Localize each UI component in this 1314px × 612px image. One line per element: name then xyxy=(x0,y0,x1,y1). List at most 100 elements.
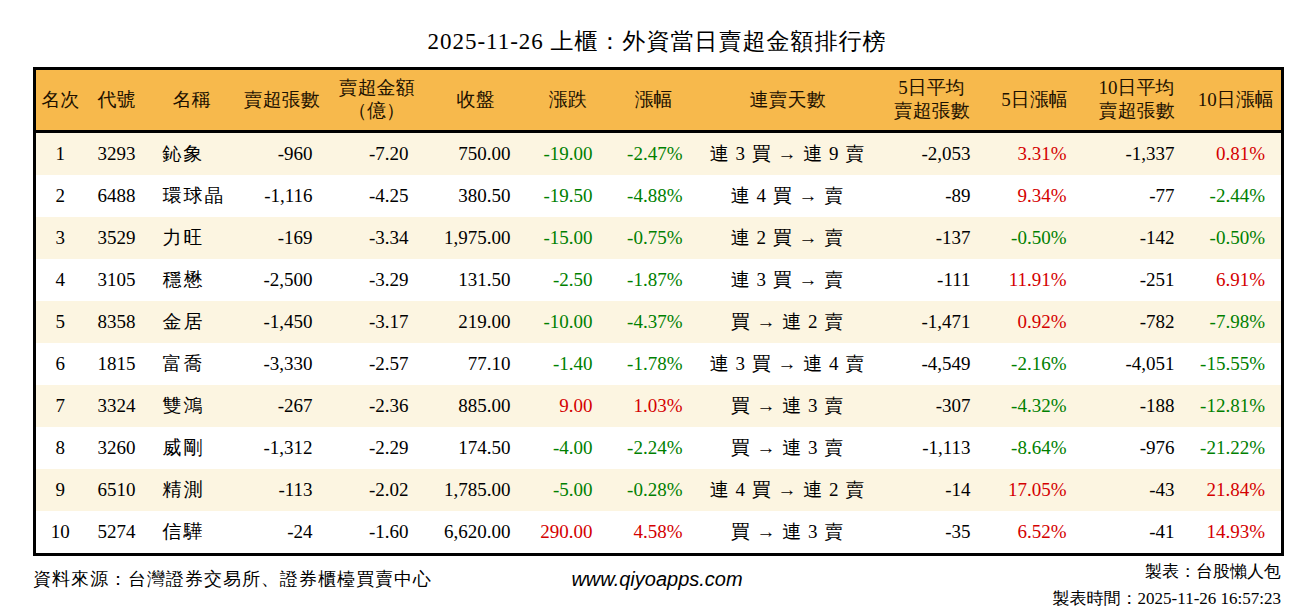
cell-change: -19.00 xyxy=(527,132,609,176)
cell-code: 5274 xyxy=(85,511,149,555)
cell-name: 富喬 xyxy=(149,343,235,385)
cell-name: 力旺 xyxy=(149,217,235,259)
cell-sell-volume: -24 xyxy=(235,511,329,555)
cell-sell-amount-100m: -7.20 xyxy=(329,132,425,176)
cell-avg10-sell-volume: -142 xyxy=(1083,217,1191,259)
cell-rank: 9 xyxy=(35,469,85,511)
cell-name: 環球晶 xyxy=(149,175,235,217)
cell-code: 1815 xyxy=(85,343,149,385)
cell-avg10-sell-volume: -77 xyxy=(1083,175,1191,217)
col-header-pct-5d: 5日漲幅 xyxy=(987,69,1083,132)
col-header-sell-amount-100m: 賣超金額 （億） xyxy=(329,69,425,132)
table-row: 73324雙鴻-267-2.36885.009.001.03%買 → 連 3 賣… xyxy=(35,385,1283,427)
col-header-name: 名稱 xyxy=(149,69,235,132)
cell-pct-10d: -0.50% xyxy=(1191,217,1283,259)
table-row: 58358金居-1,450-3.17219.00-10.00-4.37%買 → … xyxy=(35,301,1283,343)
cell-pct-5d: 11.91% xyxy=(987,259,1083,301)
cell-close: 885.00 xyxy=(425,385,527,427)
cell-name: 雙鴻 xyxy=(149,385,235,427)
cell-close: 219.00 xyxy=(425,301,527,343)
cell-streak: 買 → 連 2 賣 xyxy=(699,301,877,343)
cell-code: 8358 xyxy=(85,301,149,343)
cell-pct-5d: -8.64% xyxy=(987,427,1083,469)
cell-sell-volume: -113 xyxy=(235,469,329,511)
cell-rank: 5 xyxy=(35,301,85,343)
data-source-note: 資料來源：台灣證券交易所、證券櫃檯買賣中心 xyxy=(33,567,432,591)
cell-change-pct: -1.87% xyxy=(609,259,699,301)
cell-pct-5d: 3.31% xyxy=(987,132,1083,176)
cell-change: 290.00 xyxy=(527,511,609,555)
cell-close: 1,975.00 xyxy=(425,217,527,259)
cell-pct-5d: -4.32% xyxy=(987,385,1083,427)
cell-name: 金居 xyxy=(149,301,235,343)
cell-avg5-sell-volume: -89 xyxy=(877,175,987,217)
col-header-avg10-sell-volume: 10日平均 賣超張數 xyxy=(1083,69,1191,132)
cell-name: 精測 xyxy=(149,469,235,511)
cell-streak: 買 → 連 3 賣 xyxy=(699,427,877,469)
table-row: 61815富喬-3,330-2.5777.10-1.40-1.78%連 3 買 … xyxy=(35,343,1283,385)
cell-change-pct: -0.75% xyxy=(609,217,699,259)
cell-sell-amount-100m: -1.60 xyxy=(329,511,425,555)
cell-change: -19.50 xyxy=(527,175,609,217)
cell-code: 6488 xyxy=(85,175,149,217)
cell-rank: 2 xyxy=(35,175,85,217)
table-row: 33529力旺-169-3.341,975.00-15.00-0.75%連 2 … xyxy=(35,217,1283,259)
cell-close: 131.50 xyxy=(425,259,527,301)
cell-pct-10d: -12.81% xyxy=(1191,385,1283,427)
cell-code: 3529 xyxy=(85,217,149,259)
website-label: www.qiyoapps.com xyxy=(571,568,742,591)
cell-rank: 8 xyxy=(35,427,85,469)
cell-code: 3293 xyxy=(85,132,149,176)
cell-change-pct: 1.03% xyxy=(609,385,699,427)
table-header: 名次代號名稱賣超張數賣超金額 （億）收盤漲跌漲幅連賣天數5日平均 賣超張數5日漲… xyxy=(35,69,1283,132)
col-header-pct-10d: 10日漲幅 xyxy=(1191,69,1283,132)
cell-sell-volume: -3,330 xyxy=(235,343,329,385)
cell-avg5-sell-volume: -137 xyxy=(877,217,987,259)
table-header-row: 名次代號名稱賣超張數賣超金額 （億）收盤漲跌漲幅連賣天數5日平均 賣超張數5日漲… xyxy=(35,69,1283,132)
cell-avg10-sell-volume: -782 xyxy=(1083,301,1191,343)
cell-change: -15.00 xyxy=(527,217,609,259)
cell-close: 380.50 xyxy=(425,175,527,217)
maker-label: 製表：台股懶人包 xyxy=(1145,560,1281,583)
cell-code: 3324 xyxy=(85,385,149,427)
col-header-close: 收盤 xyxy=(425,69,527,132)
table-row: 13293鈊象-960-7.20750.00-19.00-2.47%連 3 買 … xyxy=(35,132,1283,176)
cell-avg5-sell-volume: -14 xyxy=(877,469,987,511)
cell-sell-volume: -267 xyxy=(235,385,329,427)
cell-change: -5.00 xyxy=(527,469,609,511)
cell-change-pct: -4.88% xyxy=(609,175,699,217)
cell-avg5-sell-volume: -4,549 xyxy=(877,343,987,385)
foreign-sell-ranking-table: 名次代號名稱賣超張數賣超金額 （億）收盤漲跌漲幅連賣天數5日平均 賣超張數5日漲… xyxy=(33,67,1284,556)
cell-code: 6510 xyxy=(85,469,149,511)
table-row: 43105穩懋-2,500-3.29131.50-2.50-1.87%連 3 買… xyxy=(35,259,1283,301)
generated-time-label: 製表時間：2025-11-26 16:57:23 xyxy=(1053,587,1281,610)
cell-sell-amount-100m: -2.57 xyxy=(329,343,425,385)
cell-avg10-sell-volume: -1,337 xyxy=(1083,132,1191,176)
cell-sell-volume: -1,116 xyxy=(235,175,329,217)
cell-sell-amount-100m: -2.29 xyxy=(329,427,425,469)
table-row: 105274信驊-24-1.606,620.00290.004.58%買 → 連… xyxy=(35,511,1283,555)
cell-avg10-sell-volume: -4,051 xyxy=(1083,343,1191,385)
cell-pct-10d: 14.93% xyxy=(1191,511,1283,555)
cell-pct-5d: 9.34% xyxy=(987,175,1083,217)
cell-change: -1.40 xyxy=(527,343,609,385)
cell-name: 鈊象 xyxy=(149,132,235,176)
cell-change-pct: -0.28% xyxy=(609,469,699,511)
col-header-streak: 連賣天數 xyxy=(699,69,877,132)
cell-rank: 1 xyxy=(35,132,85,176)
cell-close: 6,620.00 xyxy=(425,511,527,555)
cell-pct-10d: 6.91% xyxy=(1191,259,1283,301)
cell-change-pct: -4.37% xyxy=(609,301,699,343)
col-header-change: 漲跌 xyxy=(527,69,609,132)
cell-avg10-sell-volume: -976 xyxy=(1083,427,1191,469)
cell-change: -10.00 xyxy=(527,301,609,343)
cell-code: 3260 xyxy=(85,427,149,469)
cell-name: 穩懋 xyxy=(149,259,235,301)
cell-rank: 4 xyxy=(35,259,85,301)
col-header-sell-volume: 賣超張數 xyxy=(235,69,329,132)
cell-avg10-sell-volume: -251 xyxy=(1083,259,1191,301)
cell-close: 174.50 xyxy=(425,427,527,469)
table-row: 96510精測-113-2.021,785.00-5.00-0.28%連 4 買… xyxy=(35,469,1283,511)
cell-pct-10d: 0.81% xyxy=(1191,132,1283,176)
cell-pct-5d: 6.52% xyxy=(987,511,1083,555)
